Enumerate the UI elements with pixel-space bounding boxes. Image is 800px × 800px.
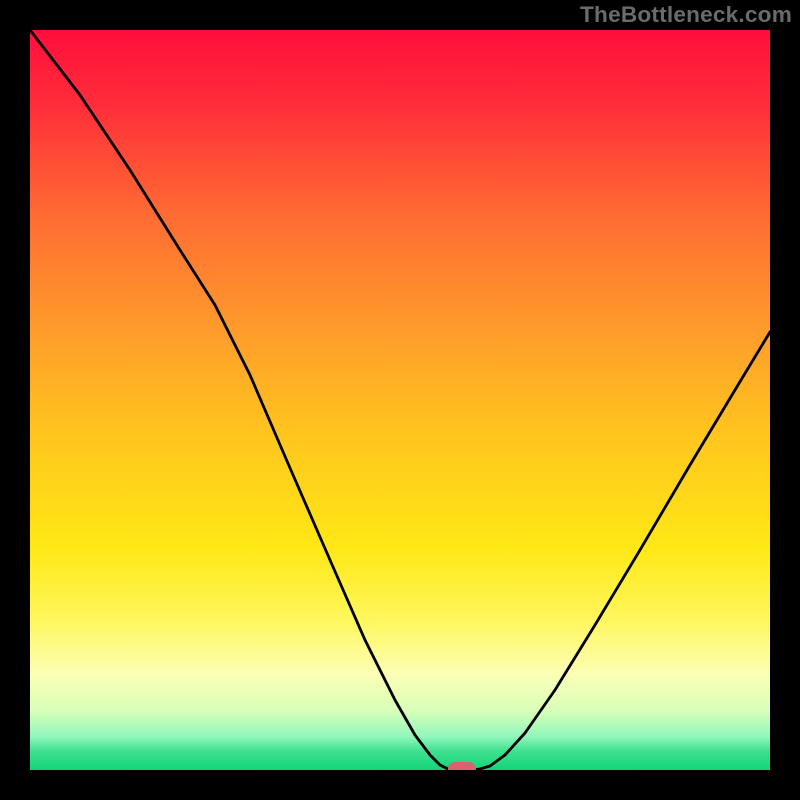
bottleneck-chart [0, 0, 800, 800]
watermark-text: TheBottleneck.com [580, 2, 792, 28]
plot-background [30, 30, 770, 770]
frame-right [770, 0, 800, 800]
chart-container: TheBottleneck.com [0, 0, 800, 800]
frame-bottom [0, 770, 800, 800]
frame-left [0, 0, 30, 800]
